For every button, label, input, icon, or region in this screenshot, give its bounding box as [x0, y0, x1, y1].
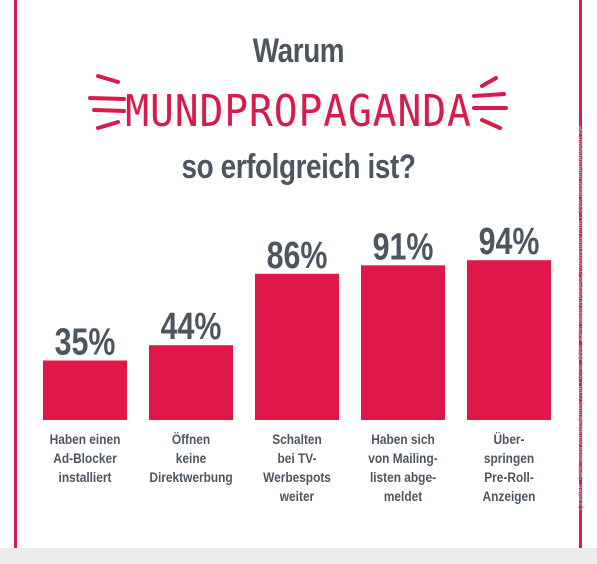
- bar-value-4: 91%: [373, 226, 434, 268]
- bar-value-5: 94%: [479, 221, 540, 263]
- category-label-line: von Mailing-: [368, 450, 437, 466]
- category-label-line: springen: [484, 450, 534, 466]
- bar-3: [255, 273, 339, 420]
- category-label-line: Haben einen: [50, 431, 121, 447]
- title-main: MUNDPROPAGANDA: [125, 86, 472, 137]
- right-border: [579, 0, 582, 548]
- bar-value-1: 35%: [55, 321, 116, 363]
- right-dash-top: [480, 76, 498, 88]
- category-label-line: Werbespots: [263, 469, 331, 485]
- category-label-line: keine: [176, 450, 206, 466]
- bar-5: [467, 260, 551, 420]
- left-dash-middle: [88, 96, 126, 101]
- category-label-line: Über-: [493, 431, 524, 447]
- category-label-4: Haben sich von Mailing-listen abge-meldet: [368, 431, 437, 504]
- category-label-line: bei TV-: [278, 450, 317, 466]
- bar-value-3: 86%: [267, 235, 328, 277]
- category-label-3: Schalten bei TV- Werbespots weiter: [263, 431, 331, 504]
- category-label-line: listen abge-: [370, 469, 436, 485]
- category-label-line: Pre-Roll-: [484, 469, 534, 485]
- category-label-2: Öffnen keine Direktwerbung: [149, 431, 232, 485]
- bar-value-2: 44%: [161, 306, 222, 348]
- bar-1: [43, 360, 127, 420]
- category-label-line: weiter: [279, 488, 314, 504]
- bar-2: [149, 345, 233, 420]
- bar-4: [361, 265, 445, 420]
- bottom-strip: [0, 548, 597, 564]
- left-dash-mid2: [92, 108, 126, 113]
- category-label-line: installiert: [59, 469, 112, 485]
- right-dash-middle: [472, 92, 506, 98]
- title-top: Warum: [252, 32, 345, 70]
- category-label-line: Direktwerbung: [149, 469, 232, 485]
- category-label-line: Anzeigen: [483, 488, 536, 504]
- category-label-line: Schalten: [272, 431, 322, 447]
- title-bottom: so erfolgreich ist?: [181, 148, 416, 186]
- category-label-1: Haben einen Ad-Blocker installiert: [50, 431, 121, 485]
- sources-text: Quellen: 94% www.emailtalknmy.com | 91%,…: [576, 125, 585, 510]
- right-dash-bottom: [480, 118, 502, 130]
- category-label-line: Öffnen: [172, 431, 210, 447]
- category-label-line: Ad-Blocker: [53, 450, 116, 466]
- category-label-line: Haben sich: [371, 431, 435, 447]
- category-label-5: Über-springen Pre-Roll- Anzeigen: [483, 431, 536, 504]
- category-label-line: meldet: [384, 488, 423, 504]
- left-border: [14, 0, 17, 548]
- left-dash-top: [96, 74, 120, 84]
- left-dash-bottom: [96, 120, 120, 130]
